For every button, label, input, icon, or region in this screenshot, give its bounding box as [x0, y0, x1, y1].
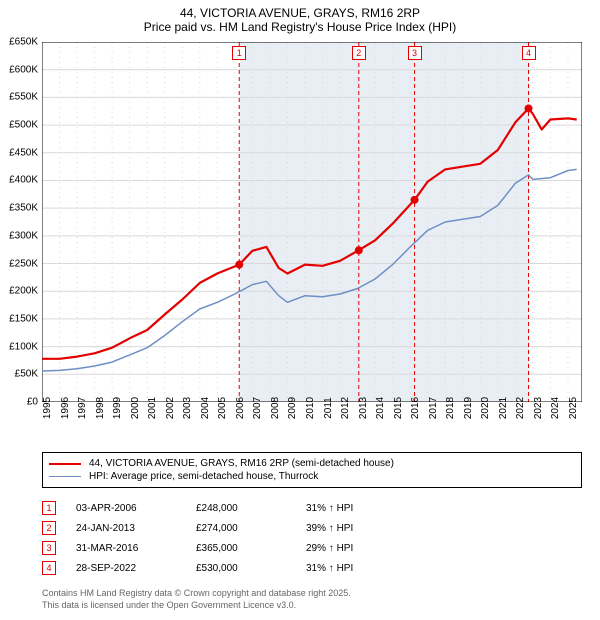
y-tick-label: £400K	[9, 175, 38, 186]
transaction-price: £365,000	[196, 543, 286, 554]
page-title: 44, VICTORIA AVENUE, GRAYS, RM16 2RP	[0, 6, 600, 20]
y-tick-label: £550K	[9, 92, 38, 103]
y-tick-label: £500K	[9, 120, 38, 131]
y-axis: £0£50K£100K£150K£200K£250K£300K£350K£400…	[2, 42, 40, 402]
y-tick-label: £650K	[9, 37, 38, 48]
transaction-price: £248,000	[196, 503, 286, 514]
x-axis: 1995199619971998199920002001200220032004…	[42, 402, 582, 446]
chart-marker: 2	[352, 46, 366, 60]
legend-swatch	[49, 463, 81, 465]
x-tick-label: 2025	[568, 397, 600, 419]
chart-marker: 4	[522, 46, 536, 60]
transaction-marker: 1	[42, 501, 56, 515]
transaction-pct: 29% ↑ HPI	[306, 543, 396, 554]
transaction-row: 2 24-JAN-2013 £274,000 39% ↑ HPI	[42, 518, 582, 538]
y-tick-label: £200K	[9, 286, 38, 297]
transaction-pct: 39% ↑ HPI	[306, 523, 396, 534]
chart-svg	[42, 42, 582, 402]
transaction-price: £274,000	[196, 523, 286, 534]
footer: Contains HM Land Registry data © Crown c…	[42, 588, 582, 611]
transaction-date: 31-MAR-2016	[76, 543, 176, 554]
y-tick-label: £450K	[9, 147, 38, 158]
price-chart: £0£50K£100K£150K£200K£250K£300K£350K£400…	[42, 42, 582, 402]
transaction-row: 1 03-APR-2006 £248,000 31% ↑ HPI	[42, 498, 582, 518]
transaction-date: 24-JAN-2013	[76, 523, 176, 534]
transaction-pct: 31% ↑ HPI	[306, 563, 396, 574]
legend-label: 44, VICTORIA AVENUE, GRAYS, RM16 2RP (se…	[89, 458, 394, 469]
transactions-table: 1 03-APR-2006 £248,000 31% ↑ HPI 2 24-JAN-201…	[42, 498, 582, 578]
transaction-row: 3 31-MAR-2016 £365,000 29% ↑ HPI	[42, 538, 582, 558]
transaction-marker: 3	[42, 541, 56, 555]
y-tick-label: £600K	[9, 64, 38, 75]
legend-row: 44, VICTORIA AVENUE, GRAYS, RM16 2RP (se…	[49, 457, 575, 470]
transaction-marker: 4	[42, 561, 56, 575]
y-tick-label: £350K	[9, 203, 38, 214]
y-tick-label: £250K	[9, 258, 38, 269]
transaction-marker: 2	[42, 521, 56, 535]
footer-line-2: This data is licensed under the Open Gov…	[42, 600, 582, 612]
transaction-date: 28-SEP-2022	[76, 563, 176, 574]
legend-label: HPI: Average price, semi-detached house,…	[89, 471, 318, 482]
chart-marker: 3	[408, 46, 422, 60]
legend-swatch	[49, 476, 81, 477]
legend-row: HPI: Average price, semi-detached house,…	[49, 470, 575, 483]
transaction-price: £530,000	[196, 563, 286, 574]
y-tick-label: £300K	[9, 230, 38, 241]
transaction-date: 03-APR-2006	[76, 503, 176, 514]
transaction-row: 4 28-SEP-2022 £530,000 31% ↑ HPI	[42, 558, 582, 578]
page-subtitle: Price paid vs. HM Land Registry's House …	[0, 20, 600, 34]
footer-line-1: Contains HM Land Registry data © Crown c…	[42, 588, 582, 600]
y-tick-label: £100K	[9, 341, 38, 352]
chart-marker: 1	[232, 46, 246, 60]
legend: 44, VICTORIA AVENUE, GRAYS, RM16 2RP (se…	[42, 452, 582, 488]
transaction-pct: 31% ↑ HPI	[306, 503, 396, 514]
y-tick-label: £50K	[15, 369, 38, 380]
y-tick-label: £0	[27, 397, 38, 408]
y-tick-label: £150K	[9, 313, 38, 324]
